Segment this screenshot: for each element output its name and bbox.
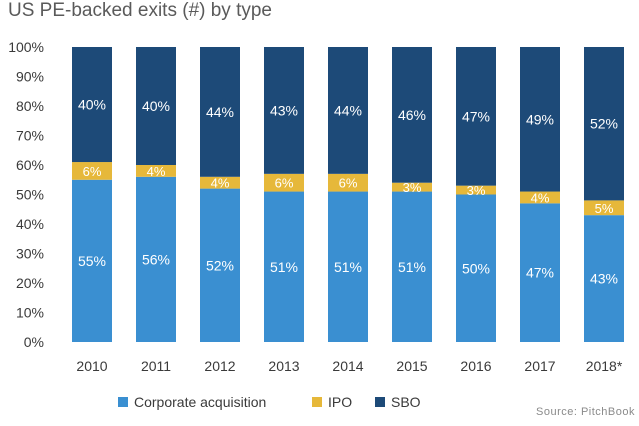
legend-swatch-sbo [375,397,385,407]
x-tick-label: 2013 [268,358,299,374]
source-note: Source: PitchBook [536,406,635,418]
chart-title: US PE-backed exits (#) by type [8,0,272,21]
bar-sbo-2012 [200,47,240,177]
data-label-sbo-2011: 40% [142,98,170,114]
legend-item-ipo: IPO [312,394,352,410]
data-label-ipo-2012: 4% [211,176,230,191]
y-tick-label: 80% [16,98,44,114]
data-label-corporate-acquisition-2015: 51% [398,259,426,275]
data-label-ipo-2016: 3% [467,183,486,198]
bar-sbo-2014 [328,47,368,174]
bar-corporate-acquisition-2016 [456,194,496,342]
bar-corporate-acquisition-2018 [584,215,624,342]
bar-ipo-2016 [456,185,496,195]
bar-corporate-acquisition-2010 [72,179,112,342]
data-labels: 55% 6% 40% 56% 4% 40% 52% 4% 44% 51% 6% 43% 51% 6% 44%… [78,97,618,287]
y-tick-label: 90% [16,69,44,85]
data-label-corporate-acquisition-2011: 56% [142,251,170,267]
bar-sbo-2015 [392,47,432,183]
data-label-sbo-2018: 52% [590,116,618,132]
legend-label-sbo: SBO [391,394,421,410]
data-label-corporate-acquisition-2016: 50% [462,260,490,276]
bar-corporate-acquisition-2015 [392,191,432,342]
data-label-ipo-2018: 5% [595,201,614,216]
x-tick-label: 2017 [524,358,555,374]
data-label-ipo-2011: 4% [147,164,166,179]
data-label-ipo-2014: 6% [339,176,358,191]
y-tick-label: 0% [24,334,44,350]
bar-corporate-acquisition-2017 [520,203,560,342]
data-label-ipo-2015: 3% [403,180,422,195]
bar-ipo-2010 [72,162,112,180]
legend-item-sbo: SBO [375,394,421,410]
bar-corporate-acquisition-2013 [264,191,304,342]
data-label-corporate-acquisition-2013: 51% [270,259,298,275]
y-tick-label: 40% [16,216,44,232]
data-label-corporate-acquisition-2017: 47% [526,265,554,281]
x-tick-label: 2016 [460,358,491,374]
bar-sbo-2011 [136,47,176,165]
x-tick-label: 2014 [332,358,363,374]
x-tick-label: 2010 [76,358,107,374]
y-tick-label: 70% [16,128,44,144]
bar-corporate-acquisition-2011 [136,176,176,342]
data-label-sbo-2015: 46% [398,107,426,123]
y-axis: 0% 10% 20% 30% 40% 50% 60% 70% 80% 90% 100% [8,39,44,350]
bars [72,47,624,342]
data-label-ipo-2010: 6% [83,164,102,179]
data-label-sbo-2010: 40% [78,97,106,113]
y-tick-label: 20% [16,275,44,291]
x-tick-label: 2018* [586,358,623,374]
y-tick-label: 60% [16,157,44,173]
bar-sbo-2010 [72,47,112,163]
bar-ipo-2012 [200,176,240,189]
y-tick-label: 50% [16,187,44,203]
bar-sbo-2018 [584,47,624,201]
bar-ipo-2015 [392,182,432,192]
legend-label-corporate-acquisition: Corporate acquisition [134,394,267,410]
data-label-ipo-2017: 4% [531,190,550,205]
legend-swatch-corporate-acquisition [118,397,128,407]
x-tick-label: 2015 [396,358,427,374]
bar-ipo-2011 [136,165,176,177]
bar-ipo-2013 [264,173,304,192]
data-label-sbo-2014: 44% [334,102,362,118]
bar-sbo-2013 [264,47,304,174]
x-tick-label: 2011 [141,358,171,374]
bar-sbo-2017 [520,47,560,192]
bar-ipo-2018 [584,200,624,216]
data-label-corporate-acquisition-2012: 52% [206,257,234,273]
legend-label-ipo: IPO [328,394,353,410]
data-label-sbo-2017: 49% [526,111,554,127]
y-tick-label: 100% [8,39,44,55]
data-label-corporate-acquisition-2010: 55% [78,253,106,269]
data-label-corporate-acquisition-2018: 43% [590,271,618,287]
bar-ipo-2017 [520,191,560,204]
data-label-sbo-2012: 44% [206,104,234,120]
data-label-ipo-2013: 6% [275,176,294,191]
y-tick-label: 30% [16,246,44,262]
bar-corporate-acquisition-2014 [328,191,368,342]
bar-corporate-acquisition-2012 [200,188,240,342]
data-label-corporate-acquisition-2014: 51% [334,259,362,275]
legend-swatch-ipo [312,397,322,407]
x-tick-label: 2012 [204,358,235,374]
data-label-sbo-2016: 47% [462,108,490,124]
bar-sbo-2016 [456,47,496,186]
legend-item-corporate-acquisition: Corporate acquisition [118,394,266,410]
y-tick-label: 10% [16,305,44,321]
bar-ipo-2014 [328,173,368,192]
legend: Corporate acquisition IPO SBO [0,394,639,414]
x-axis: 2010 2011 2012 2013 2014 2015 2016 2017 2018* [76,358,622,374]
data-label-sbo-2013: 43% [270,102,298,118]
